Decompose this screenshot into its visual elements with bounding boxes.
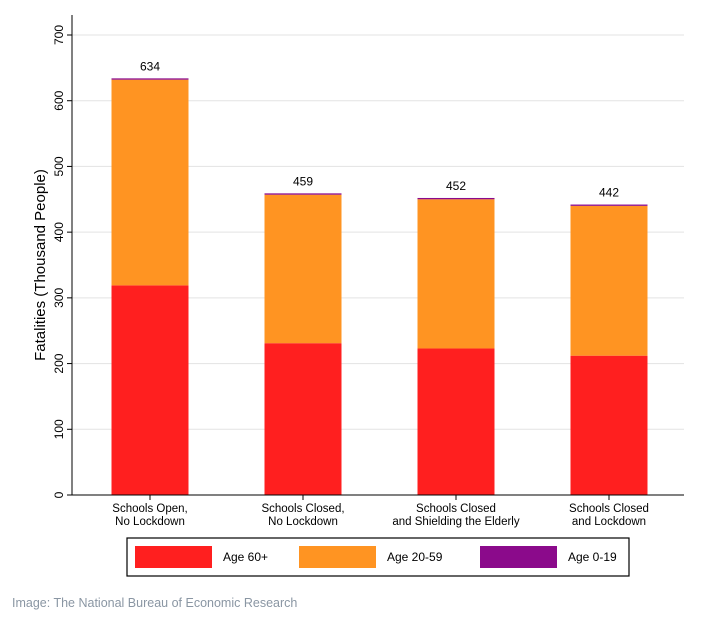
bars — [111, 78, 648, 495]
total-labels: 634 459 452 442 — [140, 59, 619, 199]
total-label: 442 — [599, 186, 619, 200]
x-tick-label: Schools Closed, — [261, 503, 344, 515]
legend-swatch — [135, 546, 212, 568]
image-caption: Image: The National Bureau of Economic R… — [12, 596, 298, 610]
x-tick-label: No Lockdown — [115, 516, 185, 528]
y-tick-label: 200 — [52, 353, 66, 373]
bar-segment — [417, 199, 495, 349]
y-axis-label: Fatalities (Thousand People) — [32, 169, 49, 361]
x-tick-label: and Shielding the Elderly — [392, 516, 519, 528]
x-tick-label: Schools Open, — [112, 503, 187, 515]
bar-segment — [111, 78, 189, 80]
total-label: 459 — [293, 174, 313, 188]
legend-label: Age 20-59 — [387, 550, 443, 564]
y-ticks: 0 100 200 300 400 500 600 700 — [52, 25, 72, 498]
x-tick-label: Schools Closed — [416, 503, 496, 515]
bar-segment — [264, 343, 342, 495]
legend-swatch — [480, 546, 557, 568]
y-tick-label: 400 — [52, 222, 66, 242]
y-tick-label: 500 — [52, 156, 66, 176]
bar-segment — [570, 205, 648, 356]
legend-label: Age 60+ — [223, 550, 268, 564]
y-tick-label: 700 — [52, 25, 66, 45]
x-tick-label: and Lockdown — [572, 516, 646, 528]
total-label: 634 — [140, 59, 160, 73]
legend-swatch — [299, 546, 376, 568]
x-tick-label: No Lockdown — [268, 516, 338, 528]
total-label: 452 — [446, 179, 466, 193]
bar-segment — [111, 285, 189, 495]
legend-label: Age 0-19 — [568, 550, 617, 564]
y-tick-label: 0 — [52, 491, 66, 498]
x-tick-label: Schools Closed — [569, 503, 649, 515]
bar-segment — [570, 204, 648, 206]
y-tick-label: 300 — [52, 288, 66, 308]
bar-segment — [264, 193, 342, 195]
bar-segment — [264, 194, 342, 344]
bar-segment — [417, 348, 495, 495]
y-tick-label: 600 — [52, 90, 66, 110]
bar-segment — [111, 79, 189, 286]
legend: Age 60+ Age 20-59 Age 0-19 — [126, 537, 630, 577]
bar-segment — [570, 355, 648, 495]
y-tick-label: 100 — [52, 419, 66, 439]
bar-segment — [417, 197, 495, 200]
